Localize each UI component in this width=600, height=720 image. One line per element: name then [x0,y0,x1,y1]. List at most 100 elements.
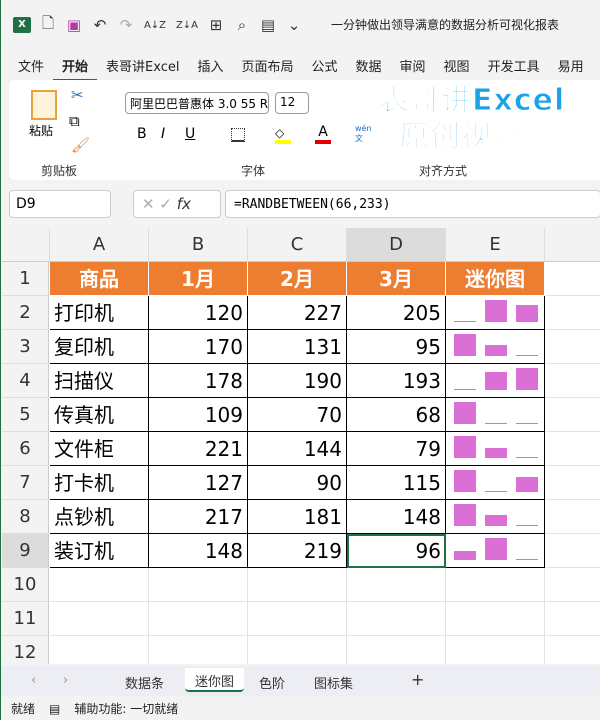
customize-qat-icon[interactable]: ⌄ [287,16,301,34]
table-cell[interactable]: 68 [347,398,446,432]
tab-view[interactable]: 视图 [443,60,470,75]
phonetic-button[interactable]: wén 文 [355,124,372,143]
tab-insert[interactable]: 插入 [197,60,224,75]
table-cell[interactable]: 219 [248,534,347,568]
paste-icon[interactable] [31,90,57,120]
sheet-tab-databar[interactable]: 数据条 [125,677,165,692]
column-header-c[interactable]: C [248,228,347,262]
sparkline-cell[interactable] [446,534,545,568]
table-cell[interactable]: 95 [347,330,446,364]
borders-button[interactable] [231,128,245,142]
cell[interactable] [545,262,600,296]
font-color-button[interactable]: A [315,124,331,144]
find-icon[interactable]: ⌕ [237,16,247,34]
table-cell[interactable]: 115 [347,466,446,500]
tab-data[interactable]: 数据 [355,60,382,75]
cell[interactable] [545,568,600,602]
active-cell[interactable]: 96 [347,534,446,568]
sheet-tab-colorscale[interactable]: 色阶 [259,677,286,692]
table-cell[interactable]: 点钞机 [50,500,149,534]
cell[interactable] [149,636,248,664]
bold-button[interactable]: B [137,126,147,142]
select-all-corner[interactable] [2,228,50,262]
cell[interactable] [50,602,149,636]
form-icon[interactable]: ▤ [260,16,276,34]
table-cell[interactable]: 205 [347,296,446,330]
cell[interactable] [347,568,446,602]
cut-icon[interactable]: ✂ [71,86,84,104]
sparkline-cell[interactable] [446,398,545,432]
table-cell[interactable]: 178 [149,364,248,398]
table-cell[interactable]: 装订机 [50,534,149,568]
cell[interactable] [545,500,600,534]
cell[interactable] [446,636,545,664]
formula-input[interactable]: =RANDBETWEEN(66,233) [225,190,600,218]
tab-review[interactable]: 审阅 [399,60,426,75]
row-header-7[interactable]: 7 [2,466,49,500]
table-cell[interactable]: 170 [149,330,248,364]
table-cell[interactable]: 217 [149,500,248,534]
cell[interactable] [347,636,446,664]
paste-button[interactable]: 粘贴 [29,124,54,138]
format-painter-icon[interactable]: 🖌 [71,136,91,154]
column-header-b[interactable]: B [149,228,248,262]
sparkline-cell[interactable] [446,466,545,500]
cell[interactable] [545,466,600,500]
table-cell[interactable]: 打卡机 [50,466,149,500]
tab-accessibility[interactable]: 易用 [557,60,584,75]
cell[interactable] [545,296,600,330]
scroll-left-icon[interactable]: ‹ [31,673,37,688]
save-icon[interactable]: ▣ [66,16,82,34]
cell[interactable] [248,568,347,602]
table-cell[interactable]: 148 [149,534,248,568]
tab-file[interactable]: 文件 [18,60,45,75]
sort-asc-icon[interactable]: A↓Z [143,19,167,31]
table-cell[interactable]: 文件柜 [50,432,149,466]
cell[interactable] [545,364,600,398]
table-cell[interactable]: 复印机 [50,330,149,364]
row-header-1[interactable]: 1 [2,262,49,296]
table-cell[interactable]: 120 [149,296,248,330]
cell[interactable] [50,568,149,602]
table-cell[interactable]: 193 [347,364,446,398]
tab-home[interactable]: 开始 [53,52,98,81]
add-sheet-button[interactable]: + [411,670,425,689]
row-header-9[interactable]: 9 [2,534,49,568]
table-cell[interactable]: 148 [347,500,446,534]
column-header-a[interactable]: A [50,228,149,262]
sparkline-cell[interactable] [446,330,545,364]
row-header-10[interactable]: 10 [2,568,49,602]
tab-formulas[interactable]: 公式 [311,60,338,75]
cell[interactable] [545,398,600,432]
new-file-icon[interactable]: 🗋 [41,13,55,32]
cell[interactable] [347,602,446,636]
borders-icon[interactable]: ⊞ [209,16,223,34]
underline-button[interactable]: U [185,126,196,142]
insert-function-button[interactable]: ✕ ✓ fx [133,190,221,218]
macro-record-icon[interactable]: ▤ [49,701,61,716]
row-header-3[interactable]: 3 [2,330,49,364]
table-cell[interactable]: 传真机 [50,398,149,432]
header-cell[interactable]: 商品 [50,262,149,296]
cell[interactable] [545,330,600,364]
sparkline-cell[interactable] [446,500,545,534]
cell[interactable] [545,534,600,568]
cell[interactable] [248,636,347,664]
cell[interactable] [248,602,347,636]
table-cell[interactable]: 221 [149,432,248,466]
undo-icon[interactable]: ↶ [93,16,107,34]
italic-button[interactable]: I [161,126,166,142]
cell[interactable] [545,602,600,636]
table-cell[interactable]: 79 [347,432,446,466]
scroll-right-icon[interactable]: › [63,673,69,688]
table-cell[interactable]: 109 [149,398,248,432]
row-header-8[interactable]: 8 [2,500,49,534]
header-cell[interactable]: 3月 [347,262,446,296]
fx-icon[interactable]: fx [176,195,191,213]
table-cell[interactable]: 70 [248,398,347,432]
table-cell[interactable]: 181 [248,500,347,534]
tab-custom[interactable]: 表哥讲Excel [106,60,180,75]
table-cell[interactable]: 127 [149,466,248,500]
header-cell[interactable]: 2月 [248,262,347,296]
column-header-e[interactable]: E [446,228,545,262]
